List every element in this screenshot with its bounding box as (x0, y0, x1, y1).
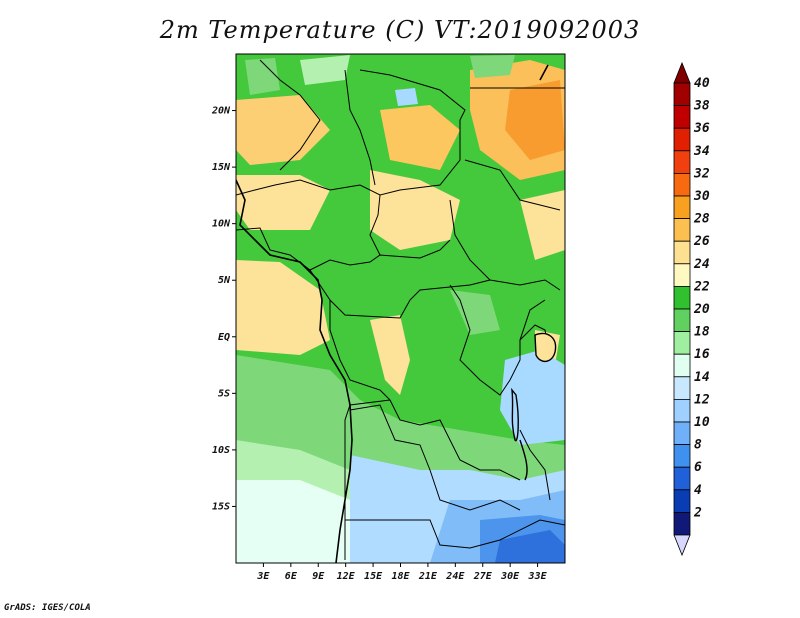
lon-tick-label: 21E (418, 571, 438, 582)
colorbar-swatch (673, 105, 691, 129)
lon-tick-label: 33E (528, 571, 548, 582)
lat-tick-label: 20N (211, 106, 231, 117)
colorbar-label: 16 (694, 347, 710, 362)
lon-tick-label: 3E (256, 571, 270, 582)
lon-tick-label: 9E (312, 571, 325, 582)
colorbar-label: 32 (693, 166, 710, 181)
longitude-axis: 3E 6E 9E 12E 15E 18E 21E 24E 27E 30E 33E (256, 563, 548, 582)
colorbar-label: 20 (693, 302, 710, 317)
colorbar-legend: 40 38 36 34 32 30 28 26 24 22 20 18 16 14 12 10 8 6 4 2 (673, 61, 710, 557)
lat-tick-label: EQ (218, 332, 230, 343)
latitude-axis: 20N 15N 10N 5N EQ 5S 10S 15S (211, 106, 236, 512)
lon-tick-label: 6E (285, 571, 298, 582)
colorbar-swatch (673, 82, 691, 107)
coastline (236, 64, 549, 563)
colorbar-label: 40 (694, 76, 710, 91)
colorbar-label: 22 (693, 279, 710, 294)
colorbar-label: 30 (693, 189, 710, 204)
lon-tick-label: 18E (391, 571, 410, 582)
colorbar-label: 6 (694, 460, 702, 475)
colorbar-label: 38 (693, 99, 710, 114)
colorbar-swatch (673, 331, 691, 355)
colorbar-label: 18 (694, 325, 710, 340)
colorbar-label: 12 (694, 392, 710, 407)
colorbar-swatch (673, 172, 691, 197)
colorbar-swatch (673, 308, 691, 333)
colorbar-label: 4 (694, 483, 702, 498)
colorbar-label: 26 (693, 234, 710, 249)
colorbar-swatch (673, 127, 691, 152)
colorbar-label: 24 (693, 257, 710, 272)
colorbar-label: 2 (693, 505, 702, 520)
colorbar-label: 10 (694, 415, 710, 430)
country-borders (236, 59, 565, 560)
colorbar-swatch (673, 240, 691, 265)
colorbar-label: 8 (694, 438, 702, 453)
lat-tick-label: 15N (212, 162, 231, 173)
lat-tick-label: 10N (212, 219, 231, 230)
colorbar-label: 28 (693, 212, 710, 227)
lon-tick-label: 12E (337, 571, 356, 582)
colorbar-label: 14 (694, 370, 710, 385)
lat-tick-label: 10S (212, 445, 230, 456)
colorbar-swatch (673, 218, 691, 242)
colorbar-swatch (673, 353, 691, 378)
temperature-field (236, 54, 565, 563)
colorbar-swatch (673, 444, 691, 468)
lon-tick-label: 27E (473, 571, 493, 582)
colorbar-label: 36 (693, 121, 710, 136)
lat-tick-label: 5N (218, 275, 231, 286)
lon-tick-label: 15E (364, 571, 383, 582)
colorbar-top-arrow (673, 61, 691, 84)
colorbar-label: 34 (693, 144, 710, 159)
colorbar-swatch (673, 263, 691, 287)
colorbar-swatch (673, 421, 691, 446)
colorbar-swatch (673, 376, 691, 400)
lon-tick-label: 24E (445, 571, 465, 582)
colorbar-swatch (673, 398, 691, 423)
colorbar-bottom-arrow (673, 534, 691, 557)
colorbar-swatch (673, 512, 691, 536)
lat-tick-label: 15S (212, 501, 230, 512)
chart-title: 2m Temperature (C) VT:2019092003 (159, 16, 641, 44)
colorbar-swatch (673, 489, 691, 513)
colorbar-swatch (673, 150, 691, 174)
lon-tick-label: 30E (500, 571, 520, 582)
grads-credit: GrADS: IGES/COLA (4, 603, 91, 613)
lakes (511, 332, 557, 481)
colorbar-swatch (673, 466, 691, 491)
lat-tick-label: 5S (218, 388, 230, 399)
colorbar-swatch (673, 195, 691, 220)
colorbar-swatch (673, 285, 691, 310)
